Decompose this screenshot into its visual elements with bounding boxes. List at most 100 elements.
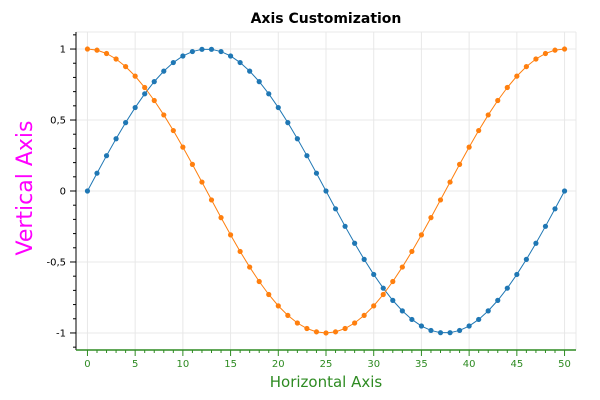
series-1-point <box>94 170 100 176</box>
series-2-point <box>476 127 482 134</box>
x-tick-label: 45 <box>510 359 523 370</box>
series-1-point <box>180 53 186 59</box>
series-1-point <box>533 240 539 246</box>
x-tick-label: 40 <box>463 359 476 370</box>
series-1-point <box>189 48 196 55</box>
series-2-point <box>189 161 196 167</box>
series-1 <box>84 46 568 336</box>
x-tick-label: 15 <box>224 359 237 370</box>
series-1-point <box>218 48 224 55</box>
series-2-point <box>180 144 186 150</box>
series-2-point <box>161 112 167 118</box>
series-1-point <box>199 46 205 52</box>
y-tick-label: -0,5 <box>46 257 66 268</box>
x-tick-label: 20 <box>272 359 285 370</box>
series-2-point <box>342 325 348 332</box>
series-2-point <box>380 291 386 298</box>
series-2-point <box>218 215 224 221</box>
series-2-point <box>409 248 415 255</box>
series-1-point <box>447 330 453 336</box>
series-2-point <box>447 179 453 185</box>
series-2-point <box>237 248 243 255</box>
series-1-point <box>418 323 425 329</box>
series-2-point <box>275 303 281 309</box>
x-tick-label: 5 <box>132 359 138 370</box>
axes: 0 5 10 15 20 25 30 35 40 45 50 -1 -0,5 0 0,5 1 <box>46 32 576 370</box>
series-2-point <box>313 329 320 335</box>
series-1-point <box>285 120 291 126</box>
series-1-point <box>313 170 320 176</box>
series-1-point <box>504 285 510 291</box>
series-2-point <box>113 56 119 62</box>
x-axis-label: Horizontal Axis <box>270 373 383 391</box>
series-2-point <box>227 232 234 238</box>
series-2-point <box>533 56 539 62</box>
series-2-point <box>323 330 329 336</box>
series-2-point <box>485 112 491 118</box>
series-1-point <box>399 308 405 314</box>
series-2-point <box>94 47 100 53</box>
series-1-point <box>323 188 329 194</box>
series-1-point <box>476 316 482 323</box>
series-2-point <box>390 278 396 285</box>
series-1-point <box>113 136 119 142</box>
series-2-point <box>123 63 129 70</box>
series-1-point <box>161 68 167 74</box>
series-1-point <box>428 327 434 334</box>
series-1-point <box>332 206 339 212</box>
series-1-point <box>523 256 529 262</box>
series-1-point <box>151 79 157 85</box>
x-tick-label: 30 <box>367 359 380 370</box>
y-tick-label: -1 <box>56 328 66 339</box>
series-2-point <box>456 161 463 167</box>
y-axis-label: Vertical Axis <box>13 121 38 256</box>
series-1-point <box>437 330 444 336</box>
series-1-point <box>485 308 491 314</box>
series-1-point <box>103 153 110 159</box>
series-2-point <box>199 179 205 185</box>
series-1-point <box>456 327 463 334</box>
series-2-point <box>332 329 339 335</box>
series-2-point <box>294 320 300 326</box>
x-tick-label: 10 <box>177 359 190 370</box>
series-1-point <box>256 79 262 85</box>
series-2-point <box>542 50 549 57</box>
series-2-point <box>418 232 425 238</box>
series-1-point <box>170 59 176 66</box>
series-1-point <box>561 188 568 194</box>
series-1-point <box>227 53 234 59</box>
series-2-point <box>170 127 176 134</box>
series-1-point <box>542 223 549 229</box>
series-1-point <box>142 91 148 97</box>
series-2-point <box>561 46 568 52</box>
series-2-point <box>142 84 148 91</box>
series-layer <box>84 46 568 336</box>
series-1-point <box>495 297 501 303</box>
series-2-point <box>514 73 520 79</box>
series-1-point <box>409 316 415 323</box>
series-2-point <box>266 291 272 298</box>
series-2-point <box>247 264 253 270</box>
series-1-point <box>275 104 281 111</box>
series-2-point <box>285 312 291 319</box>
series-2-point <box>495 97 501 104</box>
series-1-point <box>371 271 377 278</box>
series-2-point <box>132 73 138 79</box>
chart-title: Axis Customization <box>251 11 402 27</box>
series-1-point <box>352 240 358 246</box>
series-2-point <box>151 97 157 104</box>
series-2-point <box>552 47 558 53</box>
series-1-point <box>266 91 272 97</box>
series-1-point <box>514 271 520 278</box>
series-2-point <box>352 320 358 326</box>
x-tick-label: 25 <box>320 359 333 370</box>
series-2-point <box>84 46 91 52</box>
series-2-point <box>437 197 444 203</box>
series-1-point <box>294 136 300 142</box>
series-1-point <box>304 153 310 159</box>
x-tick-label: 50 <box>558 359 571 370</box>
series-2-point <box>371 303 377 309</box>
series-1-point <box>390 297 396 303</box>
series-2 <box>84 46 568 336</box>
